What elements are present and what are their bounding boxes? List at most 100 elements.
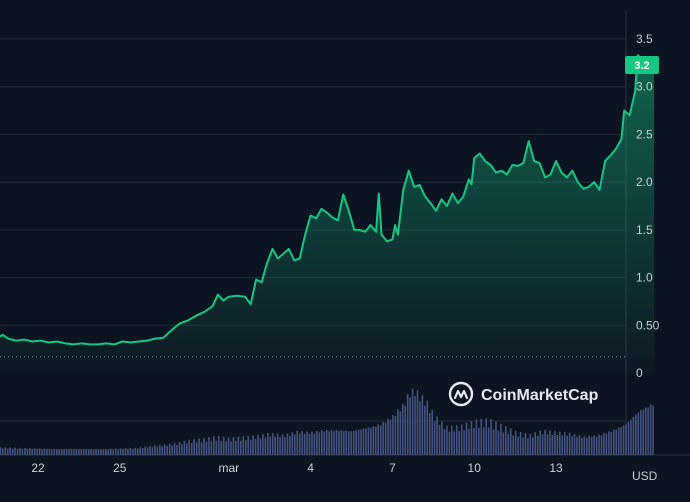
volume-bar (387, 418, 389, 455)
volume-bar (48, 448, 51, 455)
volume-bar (105, 448, 107, 455)
volume-bar (127, 448, 129, 455)
volume-bar (448, 431, 451, 455)
volume-bar (551, 434, 554, 455)
volume-bar (195, 442, 198, 455)
volume-bar (244, 440, 247, 455)
volume-bar (652, 405, 654, 455)
volume-bar (404, 405, 407, 455)
volume-bar (630, 419, 632, 455)
volume-bar (573, 433, 576, 455)
volume-bar (92, 449, 95, 455)
volume-bar (210, 441, 213, 455)
volume-bar (600, 435, 603, 455)
volume-bar (308, 433, 311, 455)
volume-bar (632, 416, 635, 455)
volume-bar (318, 432, 321, 455)
volume-bar (500, 423, 502, 455)
volume-bar (80, 449, 83, 455)
volume-bar (303, 433, 306, 455)
volume-bar (512, 435, 514, 455)
volume-bar (161, 446, 164, 455)
y-tick-label: 1.5 (636, 223, 653, 237)
volume-bar (63, 448, 65, 455)
volume-bar (129, 448, 132, 455)
volume-bar (4, 447, 7, 455)
volume-bar (60, 449, 63, 455)
volume-bar (65, 449, 68, 455)
volume-bar (166, 445, 169, 455)
volume-bar (24, 447, 26, 455)
volume-bar (502, 432, 505, 455)
volume-bar (237, 436, 240, 455)
volume-bars (0, 388, 654, 455)
volume-bar (134, 447, 137, 455)
volume-bar (257, 434, 259, 455)
volume-bar (178, 441, 181, 455)
volume-bar (406, 394, 409, 455)
volume-bar (578, 435, 581, 455)
volume-bar (605, 433, 608, 455)
volume-bar (563, 432, 566, 455)
volume-bar (198, 438, 200, 455)
volume-bar (370, 427, 372, 455)
volume-bar (441, 420, 443, 455)
volume-bar (473, 428, 475, 455)
volume-bar (21, 448, 24, 455)
volume-bar (100, 448, 102, 455)
volume-bar (296, 430, 299, 455)
y-tick-label: 2.0 (636, 175, 653, 189)
price-area (0, 55, 655, 373)
volume-bar (298, 433, 301, 455)
volume-bar (482, 427, 485, 455)
volume-bar (458, 431, 460, 455)
volume-bar (316, 430, 318, 455)
volume-bar (603, 432, 605, 455)
volume-bar (227, 437, 230, 455)
currency-label: USD (632, 469, 658, 483)
volume-bar (612, 429, 615, 455)
volume-bar (478, 427, 480, 455)
x-tick-label: 22 (31, 461, 45, 475)
volume-bar (136, 448, 139, 455)
volume-bar (465, 422, 468, 455)
volume-bar (527, 438, 529, 455)
volume-bar (51, 449, 53, 455)
volume-bar (291, 432, 294, 455)
coinmarketcap-watermark: CoinMarketCap (448, 381, 599, 407)
volume-bar (205, 441, 208, 455)
volume-bar (159, 444, 161, 455)
volume-bar (41, 449, 43, 455)
price-series-line (0, 54, 656, 346)
volume-bar (235, 441, 237, 455)
volume-bar (350, 431, 353, 455)
volume-bar (362, 428, 365, 455)
volume-bar (220, 441, 222, 455)
volume-bar (519, 432, 522, 455)
volume-bar (546, 434, 549, 455)
volume-bar (644, 407, 647, 455)
volume-bar (149, 446, 151, 455)
volume-bar (173, 443, 176, 455)
volume-bar (338, 430, 340, 455)
volume-bar (264, 437, 267, 455)
volume-bar (193, 439, 195, 455)
volume-bar (269, 436, 272, 455)
volume-bar (240, 440, 242, 455)
volume-bar (90, 448, 92, 455)
volume-bar (53, 448, 56, 455)
volume-bar (181, 444, 183, 455)
volume-bar (505, 426, 507, 455)
volume-bar (647, 407, 649, 455)
volume-bar (85, 448, 88, 455)
volume-bar (421, 395, 424, 455)
volume-bar (509, 428, 512, 455)
volume-bar (124, 448, 127, 455)
volume-bar (252, 435, 254, 455)
volume-bar (274, 436, 276, 455)
volume-bar (19, 447, 21, 455)
volume-bar (566, 435, 568, 455)
current-price-label: 3.2 (634, 60, 649, 72)
volume-bar (156, 446, 159, 455)
